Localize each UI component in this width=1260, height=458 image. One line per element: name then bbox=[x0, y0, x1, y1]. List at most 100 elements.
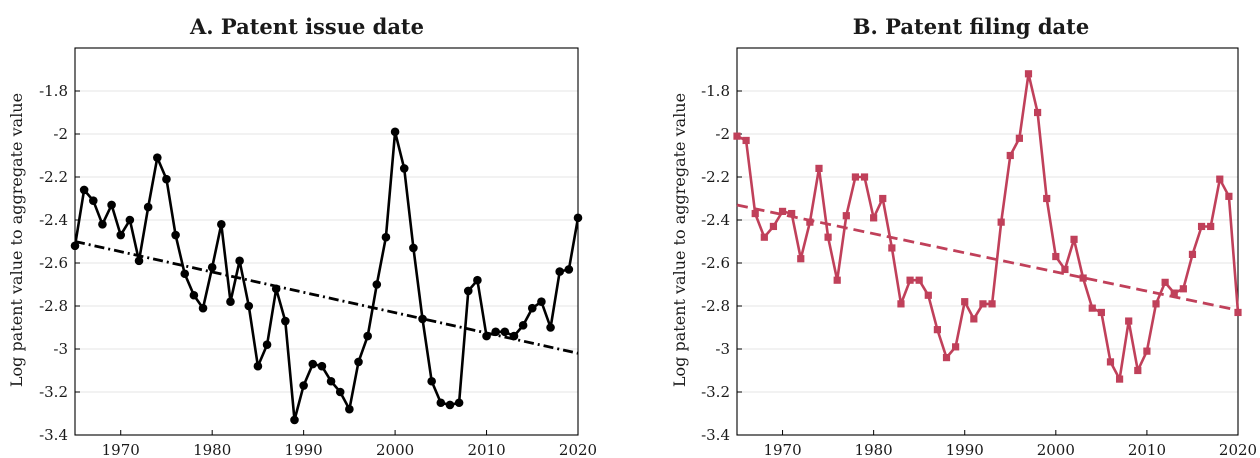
data-point bbox=[1043, 194, 1051, 203]
data-point bbox=[116, 230, 126, 240]
data-point bbox=[290, 415, 299, 425]
data-point bbox=[1216, 175, 1224, 183]
data-point bbox=[961, 298, 969, 306]
y-tick-label: -1.8 bbox=[701, 82, 730, 100]
panel-a: A. Patent issue date Log patent value to… bbox=[7, 14, 597, 458]
data-point bbox=[308, 359, 318, 369]
data-point bbox=[1225, 192, 1233, 200]
data-point bbox=[427, 376, 436, 386]
data-point bbox=[335, 387, 345, 397]
x-tick-label: 1980 bbox=[193, 441, 231, 458]
y-tick-label: -3 bbox=[53, 340, 68, 358]
y-tick-label: -3.4 bbox=[39, 426, 68, 444]
data-point bbox=[1152, 300, 1160, 308]
data-point bbox=[788, 209, 796, 218]
data-point bbox=[180, 269, 190, 279]
data-point bbox=[573, 213, 583, 223]
data-point bbox=[897, 300, 905, 308]
data-point bbox=[171, 230, 180, 240]
data-point bbox=[1097, 308, 1105, 317]
data-point bbox=[1143, 347, 1151, 355]
data-point bbox=[153, 153, 162, 162]
data-point bbox=[1134, 366, 1142, 375]
data-point bbox=[742, 136, 750, 145]
trend-line bbox=[736, 203, 1239, 312]
y-tick-label: -2.8 bbox=[701, 297, 730, 315]
y-tick-label: -2.6 bbox=[701, 254, 730, 272]
y-tick-label: -2.6 bbox=[39, 254, 68, 272]
y-tick-label: -2.8 bbox=[39, 297, 68, 315]
data-point bbox=[500, 327, 510, 337]
data-point bbox=[527, 303, 537, 313]
data-point bbox=[326, 376, 336, 386]
chart-title: B. Patent filing date bbox=[853, 14, 1089, 39]
data-point bbox=[125, 215, 135, 225]
data-point bbox=[924, 291, 932, 299]
data-point bbox=[833, 276, 841, 284]
data-point bbox=[381, 232, 391, 242]
y-tick-label: -3.2 bbox=[701, 383, 730, 401]
data-point bbox=[1015, 134, 1023, 142]
data-point bbox=[1161, 278, 1169, 286]
data-point bbox=[1170, 289, 1178, 297]
data-point bbox=[1061, 265, 1069, 274]
data-point bbox=[888, 244, 896, 252]
data-point bbox=[244, 301, 254, 311]
x-tick-label: 2000 bbox=[376, 441, 414, 458]
data-point bbox=[751, 209, 759, 218]
data-point bbox=[134, 256, 144, 266]
plot-frame bbox=[736, 47, 1239, 436]
data-point bbox=[555, 267, 565, 276]
data-point bbox=[879, 194, 887, 203]
data-point bbox=[1079, 274, 1087, 282]
data-point bbox=[778, 207, 787, 215]
data-point bbox=[363, 331, 372, 341]
data-point bbox=[217, 220, 226, 229]
data-point bbox=[262, 340, 272, 350]
data-point bbox=[162, 174, 171, 184]
data-point bbox=[1125, 317, 1133, 325]
data-point bbox=[482, 331, 491, 341]
x-tick-label: 2020 bbox=[559, 441, 597, 458]
x-tick-label: 1970 bbox=[102, 441, 140, 458]
x-tick-label: 1980 bbox=[855, 441, 893, 458]
data-point bbox=[1006, 151, 1014, 160]
data-point bbox=[509, 331, 519, 341]
plot-frame bbox=[74, 47, 579, 436]
data-point bbox=[1034, 108, 1042, 117]
data-point bbox=[70, 241, 80, 251]
data-point bbox=[79, 185, 89, 195]
x-tick-label: 2010 bbox=[467, 441, 505, 458]
data-point bbox=[372, 280, 382, 289]
x-tick-label: 1990 bbox=[946, 441, 984, 458]
y-tick-label: -2.2 bbox=[701, 168, 730, 186]
data-point bbox=[198, 303, 208, 313]
data-point bbox=[189, 290, 199, 300]
x-tick-label: 2000 bbox=[1037, 441, 1075, 458]
data-point bbox=[409, 243, 418, 253]
trend-line bbox=[74, 240, 579, 355]
series-line bbox=[736, 72, 1240, 381]
data-point bbox=[107, 200, 116, 210]
data-point bbox=[281, 316, 290, 326]
y-tick-label: -3.4 bbox=[701, 426, 730, 444]
chart-title: A. Patent issue date bbox=[189, 14, 424, 39]
data-point bbox=[1088, 304, 1096, 312]
data-point bbox=[564, 265, 574, 274]
y-tick-label: -2.4 bbox=[701, 211, 730, 229]
data-point bbox=[271, 284, 281, 294]
data-point bbox=[906, 276, 914, 284]
data-point bbox=[354, 357, 363, 367]
y-axis-label: Log patent value to aggregate value bbox=[7, 93, 26, 387]
data-point bbox=[952, 343, 960, 351]
data-point bbox=[399, 164, 409, 173]
data-point bbox=[1197, 222, 1206, 231]
data-point bbox=[418, 314, 427, 324]
data-point bbox=[546, 323, 555, 332]
data-point bbox=[860, 173, 869, 181]
data-point bbox=[1179, 285, 1187, 293]
data-point bbox=[842, 212, 850, 220]
data-point bbox=[537, 297, 546, 307]
x-tick-label: 2010 bbox=[1128, 441, 1166, 458]
